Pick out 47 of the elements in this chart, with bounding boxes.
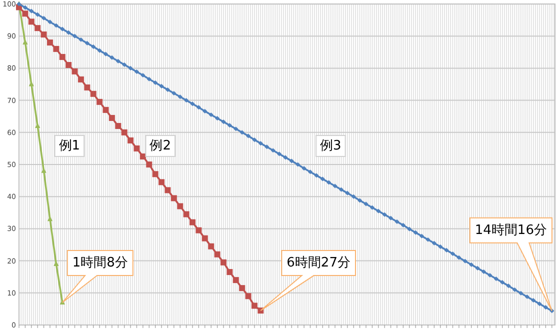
series-label: 例1 xyxy=(58,138,80,154)
annotation: 6時間27分 xyxy=(286,256,350,271)
point xyxy=(170,195,177,202)
point xyxy=(164,187,171,194)
annotation: 1時間8分 xyxy=(72,256,128,271)
point xyxy=(102,106,109,113)
point xyxy=(115,122,122,129)
point xyxy=(196,227,202,234)
point xyxy=(72,68,78,74)
series-label: 例3 xyxy=(320,138,342,154)
point xyxy=(22,40,28,45)
point xyxy=(40,31,47,38)
point xyxy=(90,90,96,97)
point xyxy=(96,98,103,105)
point xyxy=(84,84,90,90)
point xyxy=(232,277,239,284)
point xyxy=(183,211,190,218)
point xyxy=(121,129,128,136)
point xyxy=(108,114,115,121)
point xyxy=(28,81,34,86)
point xyxy=(251,302,258,309)
point xyxy=(202,235,208,242)
point xyxy=(59,54,66,60)
point xyxy=(146,162,152,168)
point xyxy=(158,179,165,186)
point xyxy=(220,259,226,266)
point xyxy=(22,10,28,17)
point xyxy=(208,243,214,250)
series-label: 例2 xyxy=(150,138,172,154)
point xyxy=(46,40,53,46)
point xyxy=(152,171,158,178)
point xyxy=(140,153,146,160)
point xyxy=(190,219,196,226)
annotation: 14時間16分 xyxy=(474,222,547,238)
point xyxy=(28,18,34,25)
point xyxy=(239,285,246,292)
point xyxy=(226,269,233,276)
point xyxy=(66,62,72,68)
point xyxy=(78,76,84,82)
point xyxy=(128,137,134,144)
point xyxy=(177,203,184,210)
point xyxy=(53,46,60,52)
point xyxy=(134,145,140,152)
point xyxy=(214,251,220,258)
point xyxy=(34,25,41,32)
point xyxy=(54,261,59,266)
point xyxy=(245,293,252,300)
